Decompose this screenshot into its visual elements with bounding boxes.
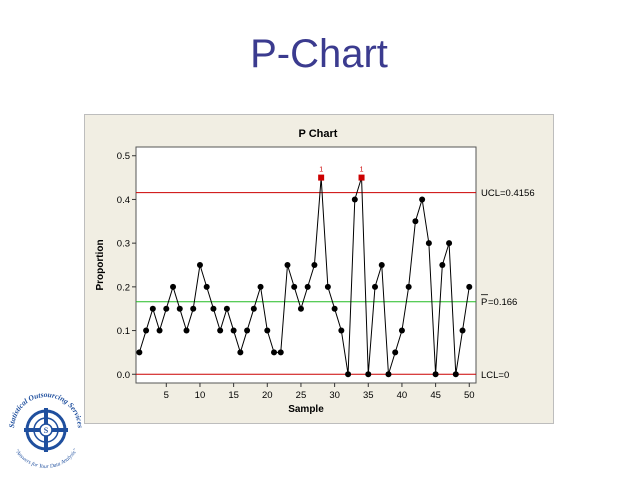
y-tick-label: 0.5 [117, 151, 130, 162]
x-tick-label: 15 [228, 390, 239, 401]
data-point [372, 283, 379, 290]
series-line [138, 177, 470, 375]
data-point [203, 283, 210, 290]
data-point [176, 305, 183, 312]
data-point [412, 218, 419, 225]
y-tick-label: 0.1 [117, 326, 130, 337]
data-point [331, 305, 338, 312]
data-point [196, 262, 203, 268]
x-tick-label: 20 [262, 390, 273, 401]
control-line-label-lcl: LCL=0 [481, 370, 509, 381]
data-point [365, 371, 372, 378]
data-point [163, 305, 170, 312]
data-point [311, 262, 318, 268]
sos-logo: Statistical Outsourcing Services "Answer… [7, 390, 85, 470]
control-line-label-ucl: UCL=0.4156 [481, 188, 535, 199]
y-axis-ticks: 0.0 0.1 0.2 0.3 0.4 0.5 [117, 151, 136, 381]
out-of-control-point [358, 174, 365, 181]
x-axis-ticks: 5 10 15 20 25 30 35 40 45 50 [164, 383, 475, 401]
x-tick-label: 35 [363, 390, 374, 401]
x-tick-label: 40 [397, 390, 408, 401]
slide-title: P-Chart [250, 32, 388, 76]
data-point [170, 283, 177, 290]
data-point [405, 283, 412, 290]
data-point [304, 283, 311, 290]
y-tick-label: 0.4 [117, 195, 130, 206]
data-point [345, 371, 352, 378]
data-point [264, 327, 271, 334]
data-point [237, 349, 244, 356]
out-of-control-flag: 1 [319, 167, 323, 174]
control-lines: UCL=0.4156 P =0.166 LCL=0 [136, 188, 535, 381]
data-point [149, 305, 156, 312]
data-point [439, 262, 446, 268]
chart-panel: P Chart Proportion Sample 0.0 0.1 0.2 0.3 0.… [84, 114, 554, 424]
plot-area [135, 146, 477, 384]
p-chart: P Chart Proportion Sample 0.00.10.20.30.… [95, 128, 535, 415]
x-tick-label: 10 [195, 390, 206, 401]
data-point [446, 240, 453, 247]
x-tick-label: 5 [164, 390, 169, 401]
data-point [284, 262, 291, 268]
data-point [432, 371, 439, 378]
center-line-label-value: =0.166 [488, 297, 517, 308]
logo-center-text: S [44, 426, 49, 435]
data-point [143, 327, 150, 334]
y-tick-label: 0.3 [117, 239, 130, 250]
data-point [257, 283, 264, 290]
data-point [210, 305, 217, 312]
data-point [190, 305, 197, 312]
center-line-label: P =0.166 [481, 294, 517, 308]
data-point [398, 327, 405, 334]
out-of-control-point [318, 174, 325, 181]
data-point [466, 283, 473, 290]
data-point [271, 349, 278, 356]
data-point [324, 283, 331, 290]
x-tick-label: 25 [296, 390, 307, 401]
data-point [459, 327, 466, 334]
data-point [223, 305, 230, 312]
data-point [392, 349, 399, 356]
x-tick-label: 30 [329, 390, 340, 401]
data-point [250, 305, 257, 312]
data-point [230, 327, 237, 334]
data-point [452, 371, 459, 378]
center-line-label-symbol: P [481, 297, 487, 308]
y-axis-label: Proportion [95, 239, 106, 290]
x-tick-label: 50 [464, 390, 475, 401]
data-point [217, 327, 224, 334]
data-point [425, 240, 432, 247]
chart-title: P Chart [299, 128, 338, 140]
data-point [136, 349, 143, 356]
x-axis-label: Sample [288, 404, 324, 415]
data-point [385, 371, 392, 378]
data-point [156, 327, 163, 334]
data-point [277, 349, 284, 356]
out-of-control-flag: 1 [360, 167, 364, 174]
data-point [297, 305, 304, 312]
data-point [291, 283, 298, 290]
y-tick-label: 0.2 [117, 282, 130, 293]
data-point [351, 196, 358, 203]
y-tick-label: 0.0 [117, 370, 130, 381]
data-point [244, 327, 251, 334]
data-point [419, 196, 426, 203]
data-point [378, 262, 385, 268]
data-point [338, 327, 345, 334]
data-point [183, 327, 190, 334]
x-tick-label: 45 [430, 390, 441, 401]
